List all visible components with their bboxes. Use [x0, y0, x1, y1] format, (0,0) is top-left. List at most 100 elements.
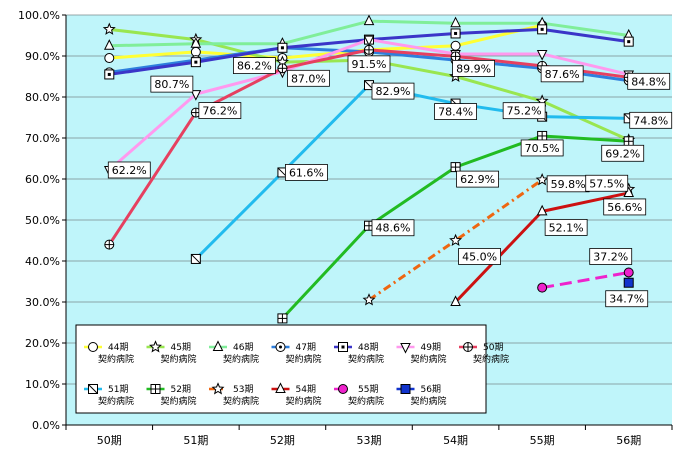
marker-dot: [280, 46, 284, 50]
y-tick-label: 40.0%: [25, 255, 60, 268]
marker-dot: [341, 345, 345, 349]
legend-marker: [338, 384, 348, 394]
legend-marker: [463, 342, 473, 352]
data-label-text: 87.0%: [291, 72, 326, 85]
marker-dot: [194, 60, 198, 64]
y-axis: 0.0% 10.0% 20.0% 30.0% 40.0% 50.0% 60.0% 70.0% 8…: [18, 9, 67, 432]
legend-label: 50期: [483, 342, 503, 353]
data-label: 59.8%: [546, 175, 590, 193]
data-label: 75.2%: [502, 102, 546, 120]
data-point: [363, 35, 375, 47]
x-tick-label: 53期: [357, 434, 382, 447]
data-label: 70.5%: [520, 139, 564, 157]
data-point: [277, 63, 288, 74]
data-label-text: 59.8%: [551, 178, 586, 191]
legend-label: 56期: [421, 384, 441, 395]
data-label-text: 61.6%: [289, 166, 324, 179]
legend-label: 44期: [108, 342, 128, 353]
data-point: [450, 40, 461, 51]
data-label-box: [520, 139, 564, 157]
data-point: [190, 107, 201, 118]
marker-dot: [540, 27, 544, 31]
data-point: [364, 44, 374, 55]
series-line: [541, 271, 629, 290]
legend-label-line2: 契約病院: [98, 395, 134, 407]
data-point: [103, 39, 115, 50]
y-tick-label: 60.0%: [25, 173, 60, 186]
legend-label: 52期: [171, 384, 191, 395]
data-label-text: 82.9%: [376, 85, 411, 98]
y-tick-label: 90.0%: [25, 50, 60, 63]
data-label-box: [601, 144, 645, 162]
data-label-text: 75.2%: [507, 105, 542, 118]
legend-marker: [211, 382, 225, 395]
data-label-text: 69.2%: [605, 147, 640, 160]
x-tick-label: 52期: [270, 434, 295, 447]
data-label: 37.2%: [589, 248, 633, 265]
legend-label-line2: 契約病院: [286, 353, 322, 365]
data-label-box: [347, 55, 391, 73]
x-axis: 50期 51期 52期 53期 54期 55期 56期: [65, 424, 673, 447]
data-point: [450, 16, 461, 28]
y-tick-label: 70.0%: [25, 132, 60, 145]
data-label: 87.6%: [540, 65, 584, 83]
data-label-text: 48.6%: [376, 222, 411, 235]
legend-label-line2: 契約病院: [411, 353, 447, 365]
legend-label-line2: 契約病院: [348, 353, 384, 365]
data-point: [190, 90, 202, 101]
data-point: [104, 53, 115, 64]
data-point: [362, 293, 376, 306]
data-label: 78.4%: [434, 103, 477, 120]
data-label-box: [502, 102, 546, 120]
data-point: [536, 204, 548, 216]
data-label-text: 87.6%: [545, 68, 580, 81]
data-label-box: [198, 102, 242, 119]
data-label: 80.7%: [150, 75, 194, 93]
data-label-text: 84.8%: [631, 75, 666, 88]
data-label-text: 57.5%: [589, 177, 624, 190]
series-line: [109, 23, 543, 60]
x-tick-label: 56期: [616, 434, 641, 447]
data-label-text: 80.7%: [154, 78, 189, 91]
data-point: [537, 282, 548, 293]
legend-label-line2: 契約病院: [348, 395, 384, 407]
marker-dot: [279, 345, 282, 349]
data-label: 45.0%: [458, 248, 501, 265]
data-label-box: [371, 219, 415, 237]
legend-label-line2: 契約病院: [161, 395, 197, 407]
x-tick-label: 55期: [530, 434, 555, 447]
legend-label: 47期: [296, 342, 316, 353]
legend-label: 55期: [358, 384, 378, 395]
data-label-box: [150, 75, 194, 93]
data-point: [190, 46, 201, 57]
data-label: 74.8%: [629, 111, 673, 129]
legend-box: [75, 324, 487, 414]
legend-marker: [88, 384, 98, 394]
legend-label: 51期: [108, 384, 128, 395]
data-label: 69.2%: [601, 144, 645, 162]
data-point: [102, 22, 116, 35]
marker-line: [191, 254, 201, 264]
data-point: [623, 267, 634, 278]
data-label: 89.9%: [452, 60, 495, 77]
data-label: 52.1%: [544, 218, 588, 236]
legend-label-line2: 契約病院: [161, 353, 197, 365]
data-label-box: [540, 65, 584, 83]
data-label-text: 70.5%: [525, 142, 560, 155]
data-label-text: 74.8%: [633, 114, 668, 127]
legend-label: 49期: [421, 342, 441, 353]
data-point: [363, 14, 375, 26]
legend-marker: [275, 382, 286, 393]
x-tick-label: 50期: [97, 434, 122, 447]
legend-label-line2: 契約病院: [411, 395, 447, 407]
data-point: [104, 69, 115, 80]
data-label-box: [585, 174, 629, 192]
data-label-text: 45.0%: [462, 251, 497, 264]
data-label-text: 76.2%: [202, 105, 237, 118]
data-point: [277, 313, 288, 324]
legend-marker: [400, 343, 411, 354]
data-label: 86.2%: [233, 57, 276, 74]
data-label-box: [456, 170, 499, 188]
